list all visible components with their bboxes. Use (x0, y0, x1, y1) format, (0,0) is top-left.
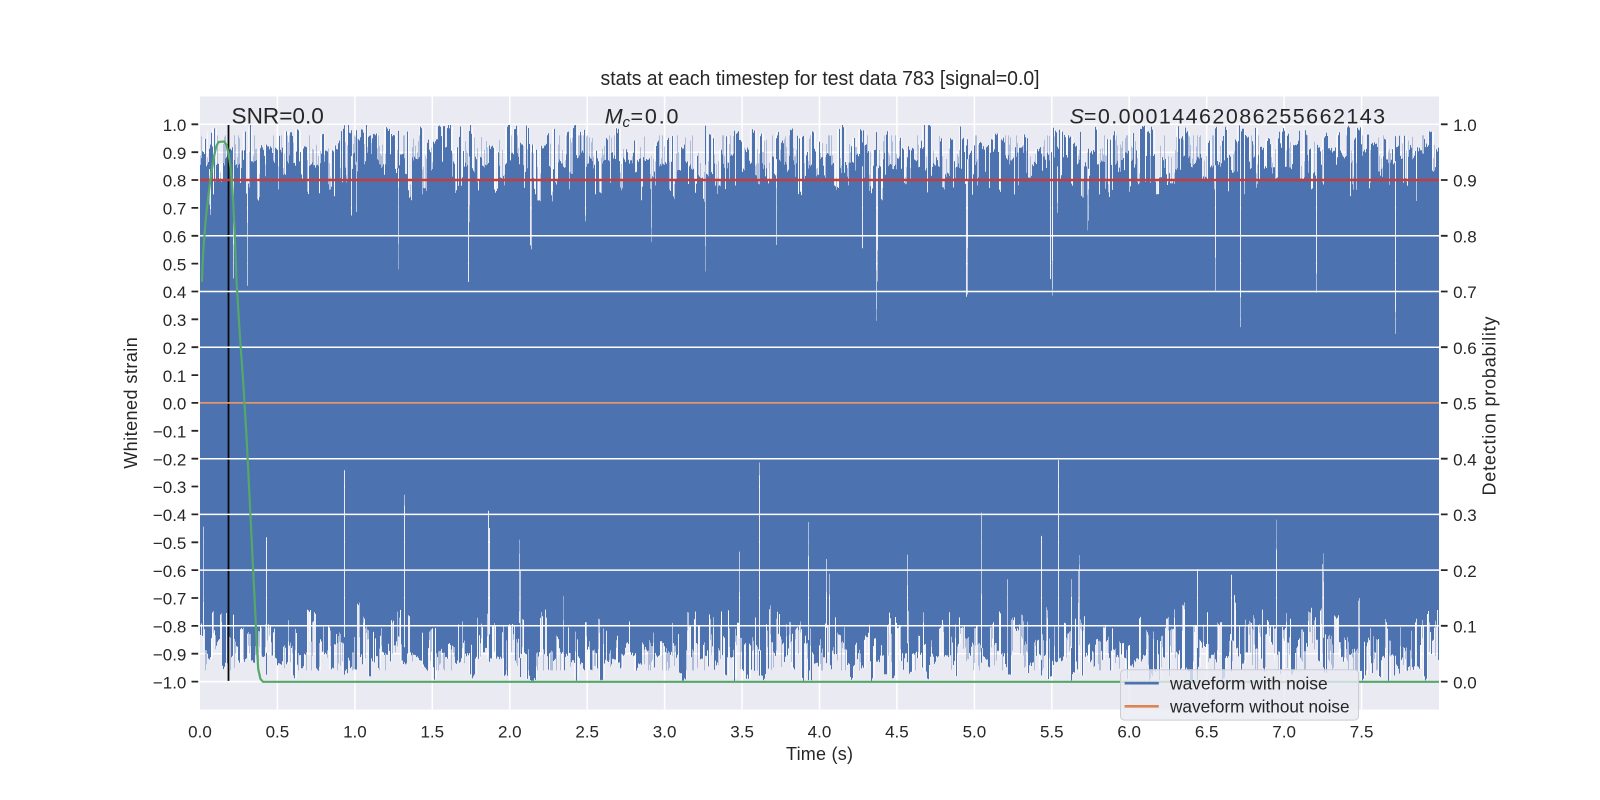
svg-text:−0.5: −0.5 (153, 534, 187, 553)
svg-text:1.0: 1.0 (343, 722, 367, 741)
svg-text:3.0: 3.0 (653, 722, 677, 741)
svg-text:0.0: 0.0 (188, 722, 212, 741)
svg-text:7.0: 7.0 (1272, 722, 1296, 741)
svg-text:0.7: 0.7 (163, 200, 187, 219)
svg-text:−0.2: −0.2 (153, 450, 187, 469)
svg-text:5.5: 5.5 (1040, 722, 1064, 741)
svg-text:0.1: 0.1 (1453, 618, 1477, 637)
svg-text:0.4: 0.4 (163, 283, 187, 302)
svg-text:S: S (1070, 105, 1085, 129)
svg-text:SNR=0.0: SNR=0.0 (232, 104, 324, 129)
svg-text:0.5: 0.5 (266, 722, 290, 741)
svg-text:−0.6: −0.6 (153, 562, 187, 581)
svg-text:7.5: 7.5 (1350, 722, 1374, 741)
svg-text:4.0: 4.0 (808, 722, 832, 741)
svg-text:Time (s): Time (s) (786, 744, 853, 764)
svg-text:waveform without noise: waveform without noise (1169, 696, 1350, 716)
svg-text:0.9: 0.9 (163, 144, 187, 163)
svg-text:0.2: 0.2 (1453, 562, 1477, 581)
svg-text:1.5: 1.5 (420, 722, 444, 741)
svg-text:0.2: 0.2 (163, 339, 187, 358)
svg-text:0.9: 0.9 (1453, 172, 1477, 191)
svg-text:0.0: 0.0 (1453, 673, 1477, 692)
svg-text:0.0: 0.0 (163, 395, 187, 414)
svg-text:=0.0: =0.0 (631, 105, 679, 129)
svg-text:0.5: 0.5 (163, 255, 187, 274)
svg-text:c: c (623, 114, 631, 131)
svg-text:0.5: 0.5 (1453, 395, 1477, 414)
svg-text:0.6: 0.6 (163, 228, 187, 247)
svg-text:0.3: 0.3 (163, 311, 187, 330)
svg-text:0.1: 0.1 (163, 367, 187, 386)
svg-text:3.5: 3.5 (730, 722, 754, 741)
svg-text:5.0: 5.0 (963, 722, 987, 741)
svg-text:stats at each timestep for tes: stats at each timestep for test data 783… (601, 68, 1040, 90)
svg-text:6.5: 6.5 (1195, 722, 1219, 741)
svg-text:4.5: 4.5 (885, 722, 909, 741)
svg-text:1.0: 1.0 (163, 116, 187, 135)
svg-text:−0.3: −0.3 (153, 478, 187, 497)
svg-text:0.8: 0.8 (163, 172, 187, 191)
svg-text:0.8: 0.8 (1453, 228, 1477, 247)
svg-text:−0.4: −0.4 (153, 506, 187, 525)
svg-text:2.5: 2.5 (575, 722, 599, 741)
svg-text:−1.0: −1.0 (153, 673, 187, 692)
svg-text:6.0: 6.0 (1117, 722, 1141, 741)
svg-text:0.3: 0.3 (1453, 506, 1477, 525)
svg-text:Detection probability: Detection probability (1480, 317, 1500, 496)
svg-text:0.4: 0.4 (1453, 450, 1477, 469)
svg-text:0.6: 0.6 (1453, 339, 1477, 358)
svg-text:−0.1: −0.1 (153, 423, 187, 442)
svg-text:0.7: 0.7 (1453, 283, 1477, 302)
svg-text:M: M (605, 105, 623, 129)
svg-text:Whitened strain: Whitened strain (121, 337, 141, 469)
svg-text:waveform with noise: waveform with noise (1169, 673, 1328, 693)
svg-text:−0.9: −0.9 (153, 645, 187, 664)
svg-text:2.0: 2.0 (498, 722, 522, 741)
svg-text:−0.8: −0.8 (153, 618, 187, 637)
svg-text:=0.00014462086255662143: =0.00014462086255662143 (1084, 105, 1385, 129)
svg-text:−0.7: −0.7 (153, 590, 187, 609)
svg-text:1.0: 1.0 (1453, 116, 1477, 135)
